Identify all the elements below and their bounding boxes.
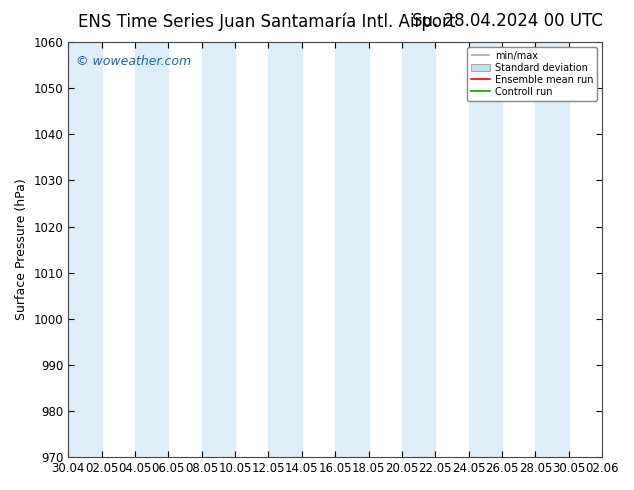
Bar xyxy=(268,42,302,457)
Bar xyxy=(135,42,168,457)
Bar xyxy=(402,42,436,457)
Y-axis label: Surface Pressure (hPa): Surface Pressure (hPa) xyxy=(15,179,28,320)
Bar xyxy=(68,42,101,457)
Bar xyxy=(335,42,368,457)
Bar xyxy=(536,42,569,457)
Bar xyxy=(202,42,235,457)
Text: ENS Time Series Juan Santamaría Intl. Airport: ENS Time Series Juan Santamaría Intl. Ai… xyxy=(77,12,455,31)
Legend: min/max, Standard deviation, Ensemble mean run, Controll run: min/max, Standard deviation, Ensemble me… xyxy=(467,47,597,100)
Bar xyxy=(469,42,502,457)
Text: Su. 28.04.2024 00 UTC: Su. 28.04.2024 00 UTC xyxy=(411,12,603,30)
Text: © woweather.com: © woweather.com xyxy=(76,54,191,68)
